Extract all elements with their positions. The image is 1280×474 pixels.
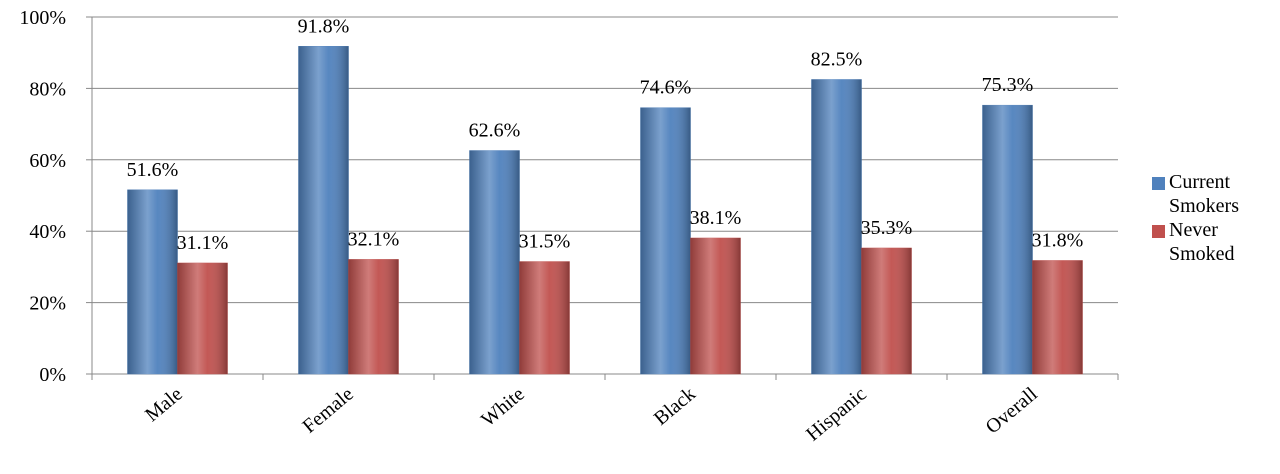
bar-shade (982, 105, 1033, 374)
value-label: 75.3% (982, 74, 1034, 96)
value-label: 31.8% (1032, 229, 1084, 251)
value-label: 51.6% (127, 159, 179, 181)
value-label: 91.8% (298, 15, 350, 37)
value-label: 32.1% (348, 228, 400, 250)
value-label: 31.5% (519, 231, 571, 253)
legend-swatch (1152, 225, 1165, 238)
legend-item: Current Smokers (1152, 170, 1272, 218)
value-label: 62.6% (469, 120, 521, 142)
bar-shade (861, 247, 912, 374)
y-tick-label: 0% (39, 364, 66, 386)
x-tick-label: Male (141, 383, 187, 426)
legend-label: Never Smoked (1169, 219, 1235, 265)
value-label: 38.1% (690, 207, 742, 229)
legend-label: Current Smokers (1169, 171, 1239, 217)
x-tick-label: White (477, 383, 529, 431)
y-tick-label: 80% (29, 78, 66, 100)
x-tick-label: Hispanic (802, 383, 871, 446)
value-label: 31.1% (177, 232, 229, 254)
y-tick-label: 40% (29, 221, 66, 243)
value-label: 35.3% (861, 217, 913, 239)
bar-shade (811, 79, 862, 374)
x-tick-label: Overall (982, 383, 1042, 439)
bar-shade (690, 237, 741, 374)
bar-shade (469, 150, 520, 374)
legend-item: Never Smoked (1152, 218, 1272, 266)
x-tick-label: Female (298, 383, 357, 438)
bar-shade (519, 261, 570, 374)
bar-shade (177, 262, 228, 374)
y-tick-label: 60% (29, 150, 66, 172)
y-tick-label: 100% (19, 7, 66, 29)
bar-shade (298, 46, 349, 375)
value-label: 74.6% (640, 77, 692, 99)
x-tick-label: Black (650, 383, 700, 430)
legend-swatch (1152, 177, 1165, 190)
bar-shade (1032, 260, 1083, 374)
bar-shade (127, 189, 178, 374)
legend: Current Smokers Never Smoked (1152, 170, 1272, 266)
y-tick-label: 20% (29, 293, 66, 315)
value-label: 82.5% (811, 48, 863, 70)
bar-shade (640, 107, 691, 374)
bar-shade (348, 259, 399, 374)
